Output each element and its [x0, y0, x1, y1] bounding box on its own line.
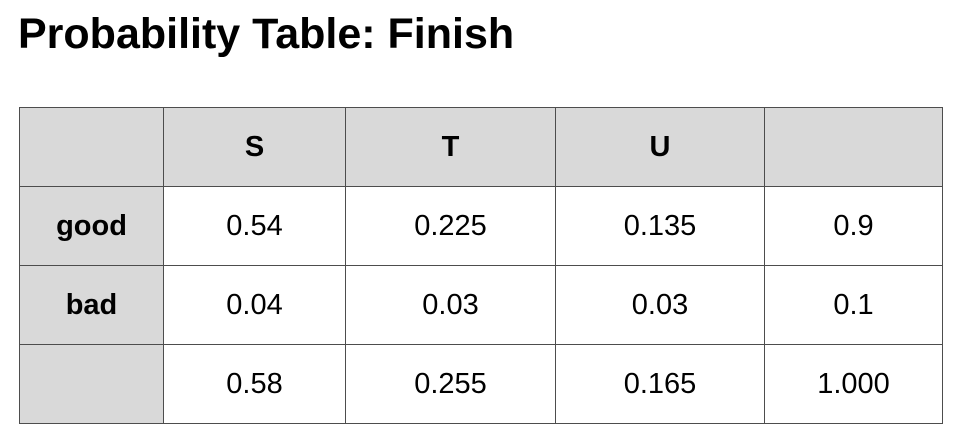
table-cell: 0.54 — [163, 186, 346, 266]
row-total-cell: 0.9 — [764, 186, 943, 266]
table-row-totals: 0.58 0.255 0.165 1.000 — [19, 344, 943, 424]
table-cell: 0.03 — [345, 265, 556, 345]
table-header-row: S T U — [19, 107, 943, 187]
column-header-total — [764, 107, 943, 187]
grand-total-cell: 1.000 — [764, 344, 943, 424]
probability-table: S T U good 0.54 0.225 0.135 0.9 bad 0.04… — [19, 107, 943, 424]
row-total-cell: 0.1 — [764, 265, 943, 345]
table-cell: 0.135 — [555, 186, 765, 266]
row-header-bad: bad — [19, 265, 164, 345]
table-cell: 0.03 — [555, 265, 765, 345]
table-row-good: good 0.54 0.225 0.135 0.9 — [19, 186, 943, 266]
row-header-totals — [19, 344, 164, 424]
column-total-cell: 0.58 — [163, 344, 346, 424]
table-cell: 0.225 — [345, 186, 556, 266]
table-row-bad: bad 0.04 0.03 0.03 0.1 — [19, 265, 943, 345]
table-cell: 0.04 — [163, 265, 346, 345]
column-total-cell: 0.255 — [345, 344, 556, 424]
table-corner-cell — [19, 107, 164, 187]
column-header-u: U — [555, 107, 765, 187]
column-header-t: T — [345, 107, 556, 187]
column-total-cell: 0.165 — [555, 344, 765, 424]
page-title: Probability Table: Finish — [18, 10, 515, 58]
column-header-s: S — [163, 107, 346, 187]
row-header-good: good — [19, 186, 164, 266]
